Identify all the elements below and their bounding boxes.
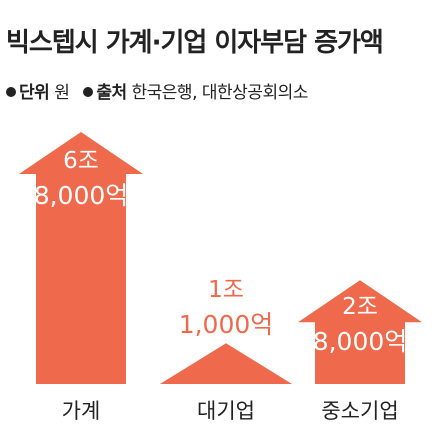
bullet-icon	[6, 87, 16, 97]
arrow-bar-1	[19, 132, 143, 384]
arrow-bar-2	[160, 343, 292, 384]
arrow-bar-3	[298, 280, 422, 384]
source-label: 출처	[96, 83, 127, 103]
value-label: 6조	[63, 148, 99, 174]
chart-meta: 단위 원 출처 한국은행, 대한상공회의소	[6, 78, 308, 103]
category-label: 대기업	[197, 399, 255, 423]
source-value: 한국은행, 대한상공회의소	[131, 83, 309, 103]
value-label: 1,000억	[179, 310, 274, 339]
value-label: 2조	[342, 294, 378, 320]
bullet-icon	[83, 87, 94, 97]
category-label: 중소기업	[321, 399, 398, 423]
value-label: 8,000억	[34, 181, 129, 210]
unit-value: 원	[54, 83, 70, 103]
chart-title: 빅스텝시 가계·기업 이자부담 증가액	[6, 28, 384, 58]
unit-label: 단위	[19, 83, 50, 103]
category-label: 가계	[62, 399, 101, 423]
value-label: 8,000억	[313, 327, 408, 356]
value-label: 1조	[208, 277, 244, 303]
